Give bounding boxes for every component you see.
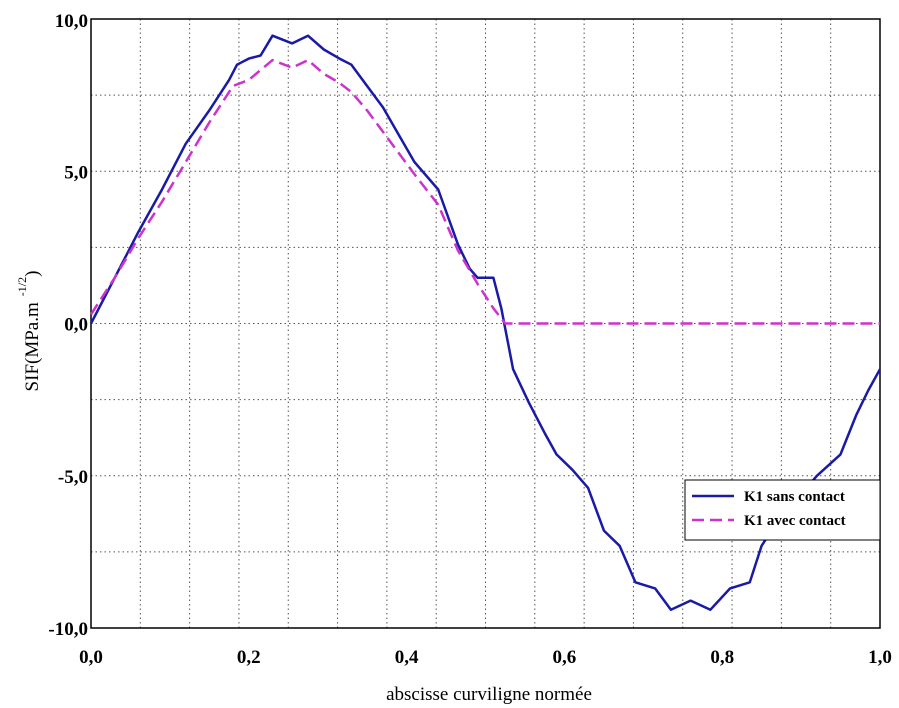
y-axis-title-main: SIF(MPa.m <box>22 302 43 391</box>
x-tick-label: 0,4 <box>395 647 419 668</box>
y-tick-label: -5,0 <box>58 467 88 488</box>
legend-box <box>684 479 881 541</box>
y-tick-label: 0,0 <box>64 315 88 336</box>
y-tick-label: -10,0 <box>48 619 88 640</box>
x-tick-label: 0,8 <box>710 647 734 668</box>
y-tick-label: 5,0 <box>64 162 88 183</box>
legend-label-k1-sans-contact: K1 sans contact <box>744 489 845 505</box>
grid-lines <box>91 19 880 628</box>
series-line-k1-sans-contact <box>89 34 882 611</box>
legend: K1 sans contact K1 avec contact <box>684 479 881 541</box>
series-line-k1-avec-contact <box>89 58 880 325</box>
y-axis-title-close: ) <box>22 271 43 277</box>
series-layer <box>89 34 882 611</box>
x-tick-label: 1,0 <box>868 647 892 668</box>
y-axis-title: SIF(MPa.m -1/2) <box>15 271 43 392</box>
y-axis-title-superscript: -1/2 <box>15 277 29 296</box>
y-tick-label: 10,0 <box>55 11 88 32</box>
y-tick-labels: 10,0 5,0 0,0 -5,0 -10,0 <box>48 11 88 640</box>
x-tick-label: 0,6 <box>553 647 577 668</box>
svg-text:SIF(MPa.m-1/2): SIF(MPa.m -1/2) <box>15 271 43 392</box>
legend-label-k1-avec-contact: K1 avec contact <box>744 513 846 529</box>
x-tick-label: 0,2 <box>237 647 261 668</box>
x-tick-label: 0,0 <box>79 647 103 668</box>
x-axis-title: abscisse curviligne normée <box>386 684 592 705</box>
x-tick-labels: 0,0 0,2 0,4 0,6 0,8 1,0 <box>79 647 892 668</box>
